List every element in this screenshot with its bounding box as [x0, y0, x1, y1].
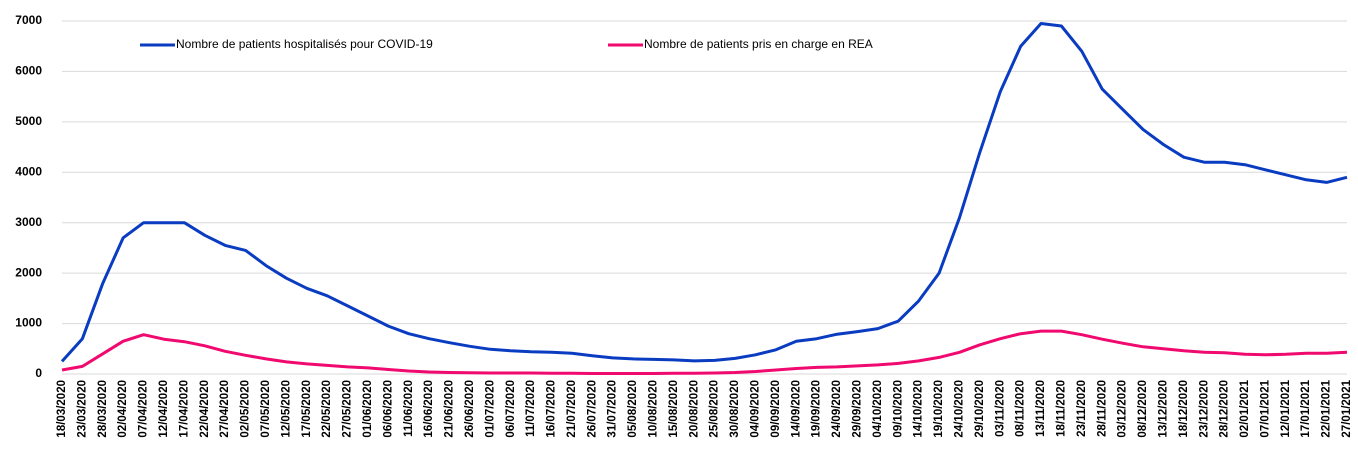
y-tick-label: 0: [35, 366, 42, 380]
y-tick-label: 4000: [15, 164, 42, 178]
x-tick-label: 12/05/2020: [280, 380, 292, 438]
x-tick-label: 01/07/2020: [484, 380, 496, 438]
x-tick-label: 21/06/2020: [444, 380, 456, 438]
y-tick-label: 2000: [15, 265, 42, 279]
x-tick-label: 12/04/2020: [158, 380, 170, 438]
x-tick-label: 08/11/2020: [1015, 380, 1027, 437]
x-tick-label: 26/07/2020: [586, 380, 598, 438]
x-tick-label: 07/04/2020: [138, 380, 150, 438]
x-tick-label: 21/07/2020: [566, 380, 578, 438]
x-tick-label: 24/10/2020: [953, 380, 965, 438]
x-tick-label: 22/05/2020: [321, 380, 333, 438]
x-tick-label: 16/07/2020: [546, 380, 558, 438]
x-tick-label: 14/10/2020: [913, 380, 925, 438]
x-tick-label: 19/10/2020: [933, 380, 945, 438]
x-tick-label: 05/08/2020: [627, 380, 639, 438]
series-line: [60, 22, 1348, 363]
x-tick-label: 06/06/2020: [382, 380, 394, 438]
x-tick-label: 27/04/2020: [219, 380, 231, 438]
x-tick-label: 18/03/2020: [56, 380, 68, 438]
x-tick-label: 11/06/2020: [403, 380, 415, 437]
x-tick-label: 22/01/2021: [1321, 379, 1333, 437]
x-tick-label: 16/06/2020: [423, 380, 435, 438]
x-tick-label: 13/12/2020: [1157, 380, 1169, 438]
x-tick-label: 28/11/2020: [1096, 380, 1108, 437]
x-tick-label: 09/10/2020: [892, 380, 904, 438]
x-tick-label: 12/01/2021: [1280, 379, 1292, 437]
x-tick-label: 08/12/2020: [1137, 380, 1149, 438]
x-tick-label: 28/12/2020: [1219, 380, 1231, 438]
x-tick-label: 02/05/2020: [240, 380, 252, 438]
y-tick-label: 7000: [15, 13, 42, 27]
x-tick-label: 17/05/2020: [301, 380, 313, 438]
x-tick-label: 11/07/2020: [525, 380, 537, 437]
x-tick-label: 17/04/2020: [178, 380, 190, 438]
x-tick-label: 02/04/2020: [117, 380, 129, 438]
x-tick-label: 29/10/2020: [974, 380, 986, 438]
x-tick-label: 31/07/2020: [607, 380, 619, 438]
x-tick-label: 24/09/2020: [831, 380, 843, 438]
x-tick-label: 06/07/2020: [505, 380, 517, 438]
x-tick-label: 23/11/2020: [1076, 380, 1088, 437]
x-tick-label: 14/09/2020: [790, 380, 802, 438]
y-tick-label: 3000: [15, 215, 42, 229]
legend-label: Nombre de patients hospitalisés pour COV…: [176, 37, 433, 51]
x-tick-label: 26/06/2020: [464, 380, 476, 438]
x-tick-label: 07/01/2021: [1259, 379, 1271, 437]
x-tick-label: 25/08/2020: [709, 380, 721, 438]
x-tick-label: 18/12/2020: [1178, 380, 1190, 438]
y-tick-label: 6000: [15, 64, 42, 78]
legend-label: Nombre de patients pris en charge en REA: [644, 37, 873, 51]
x-tick-label: 18/11/2020: [1055, 380, 1067, 437]
x-tick-label: 23/03/2020: [76, 380, 88, 438]
x-tick-label: 19/09/2020: [811, 380, 823, 438]
x-tick-label: 03/12/2020: [1117, 380, 1129, 438]
x-tick-label: 22/04/2020: [199, 380, 211, 438]
y-tick-label: 1000: [15, 316, 42, 330]
y-tick-label: 5000: [15, 114, 42, 128]
x-tick-label: 01/06/2020: [362, 380, 374, 438]
x-tick-label: 27/05/2020: [342, 380, 354, 438]
x-tick-label: 04/10/2020: [872, 380, 884, 438]
series-line: [61, 329, 1348, 375]
x-tick-label: 28/03/2020: [97, 380, 109, 438]
x-tick-label: 15/08/2020: [668, 380, 680, 438]
x-tick-label: 10/08/2020: [648, 380, 660, 438]
x-tick-label: 02/01/2021: [1239, 379, 1251, 437]
x-tick-label: 30/08/2020: [729, 380, 741, 438]
x-tick-label: 04/09/2020: [750, 380, 762, 438]
x-tick-label: 20/08/2020: [688, 380, 700, 438]
x-tick-label: 13/11/2020: [1035, 380, 1047, 437]
x-tick-label: 27/01/2021: [1341, 379, 1353, 437]
x-tick-label: 09/09/2020: [770, 380, 782, 438]
x-tick-label: 29/09/2020: [852, 380, 864, 438]
x-tick-label: 07/05/2020: [260, 380, 272, 438]
x-tick-label: 23/12/2020: [1198, 380, 1210, 438]
x-tick-label: 17/01/2021: [1300, 379, 1312, 437]
x-tick-label: 03/11/2020: [994, 380, 1006, 437]
